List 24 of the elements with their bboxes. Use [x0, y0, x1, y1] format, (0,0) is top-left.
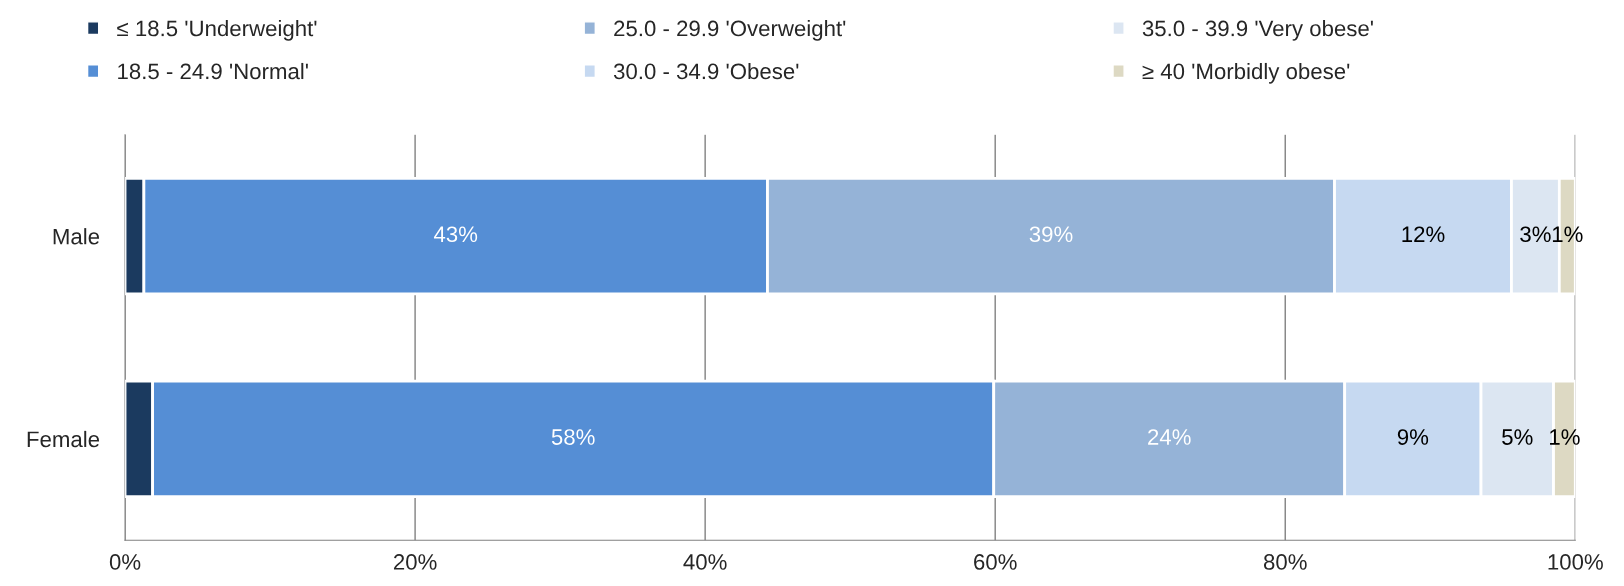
x-tick-label: 0%: [109, 554, 141, 570]
y-tick-label: Female: [27, 430, 100, 448]
x-tick-label: 20%: [393, 554, 437, 570]
legend-label: 30.0 - 34.9 'Obese': [613, 62, 799, 80]
data-label: 1%: [1550, 429, 1580, 445]
data-label: 58%: [551, 429, 595, 445]
legend-label: ≤ 18.5 'Underweight': [117, 20, 317, 41]
y-tick-label: Male: [53, 228, 100, 245]
data-label: 5%: [1502, 429, 1533, 445]
legend-label: 25.0 - 29.9 'Overweight': [614, 20, 846, 41]
legend-label: 35.0 - 39.9 'Very obese': [1142, 20, 1373, 41]
data-label: 24%: [1148, 429, 1191, 445]
data-label: 9%: [1397, 429, 1429, 445]
data-label: 39%: [1029, 226, 1073, 243]
legend-label: 18.5 - 24.9 'Normal': [118, 62, 308, 80]
x-tick-label: 100%: [1548, 554, 1603, 570]
data-label: 3%: [1520, 226, 1551, 243]
legend-label: ≥ 40 'Morbidly obese': [1142, 62, 1350, 84]
x-tick-label: 40%: [683, 554, 727, 570]
data-label: 43%: [433, 226, 478, 243]
data-label: 1%: [1552, 226, 1583, 243]
x-tick-label: 60%: [974, 554, 1017, 570]
x-tick-label: 80%: [1263, 554, 1307, 570]
data-label: 12%: [1402, 226, 1445, 243]
